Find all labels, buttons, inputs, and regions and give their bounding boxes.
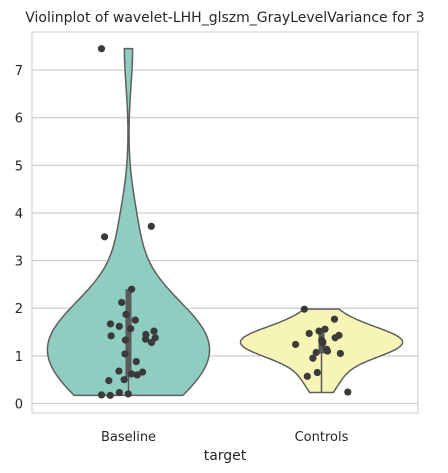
data-point [312, 348, 320, 357]
data-point [303, 372, 311, 380]
data-point [131, 316, 139, 324]
y-tick-labels: 0 1 2 3 4 5 6 7 [15, 64, 23, 412]
data-point [330, 315, 339, 323]
y-tick-label: 5 [15, 159, 23, 174]
data-point [133, 371, 141, 379]
data-point [120, 376, 128, 384]
data-point [106, 391, 114, 399]
data-point [147, 338, 156, 347]
violin-iqr-box [125, 289, 132, 378]
data-point [105, 377, 113, 385]
data-point [300, 305, 308, 313]
data-point [147, 222, 155, 230]
point-layer [97, 45, 352, 399]
data-point [115, 388, 123, 397]
data-point [331, 334, 339, 342]
data-point [121, 336, 129, 344]
chart-title: Violinplot of wavelet-LHH_glszm_GrayLeve… [25, 10, 424, 26]
data-point [97, 391, 106, 399]
x-tick-label: Baseline [101, 430, 156, 445]
y-tick-label: 0 [15, 397, 23, 412]
x-tick-label: Controls [295, 430, 349, 445]
y-tick-label: 2 [15, 302, 23, 317]
y-tick-label: 6 [15, 112, 23, 127]
data-point [122, 310, 130, 319]
x-tick-labels: Baseline Controls [101, 430, 349, 445]
data-point [107, 332, 115, 340]
data-point [118, 298, 126, 307]
data-point [323, 347, 332, 355]
data-point [305, 329, 313, 338]
y-tick-label: 3 [15, 255, 23, 270]
data-point [319, 339, 327, 347]
data-point [97, 45, 106, 53]
data-point [106, 320, 115, 328]
x-axis-label: target [204, 448, 247, 464]
violin-baseline [46, 47, 211, 397]
data-point [100, 233, 109, 241]
data-point [124, 390, 132, 398]
data-point [132, 357, 140, 366]
data-point [309, 354, 317, 362]
data-point [115, 367, 123, 375]
data-point [115, 322, 123, 330]
data-point [336, 349, 344, 358]
data-point [127, 370, 136, 378]
data-point [291, 340, 300, 349]
data-point [150, 327, 158, 335]
data-point [138, 368, 147, 376]
data-point [128, 285, 136, 293]
data-point [127, 325, 135, 333]
data-point [321, 325, 329, 333]
data-point [141, 335, 150, 343]
data-point [315, 327, 323, 335]
y-tick-label: 1 [15, 350, 23, 365]
y-tick-label: 7 [15, 64, 23, 79]
data-point [344, 388, 352, 396]
y-tick-label: 4 [15, 207, 23, 222]
data-point [313, 368, 321, 377]
data-point [121, 350, 129, 358]
